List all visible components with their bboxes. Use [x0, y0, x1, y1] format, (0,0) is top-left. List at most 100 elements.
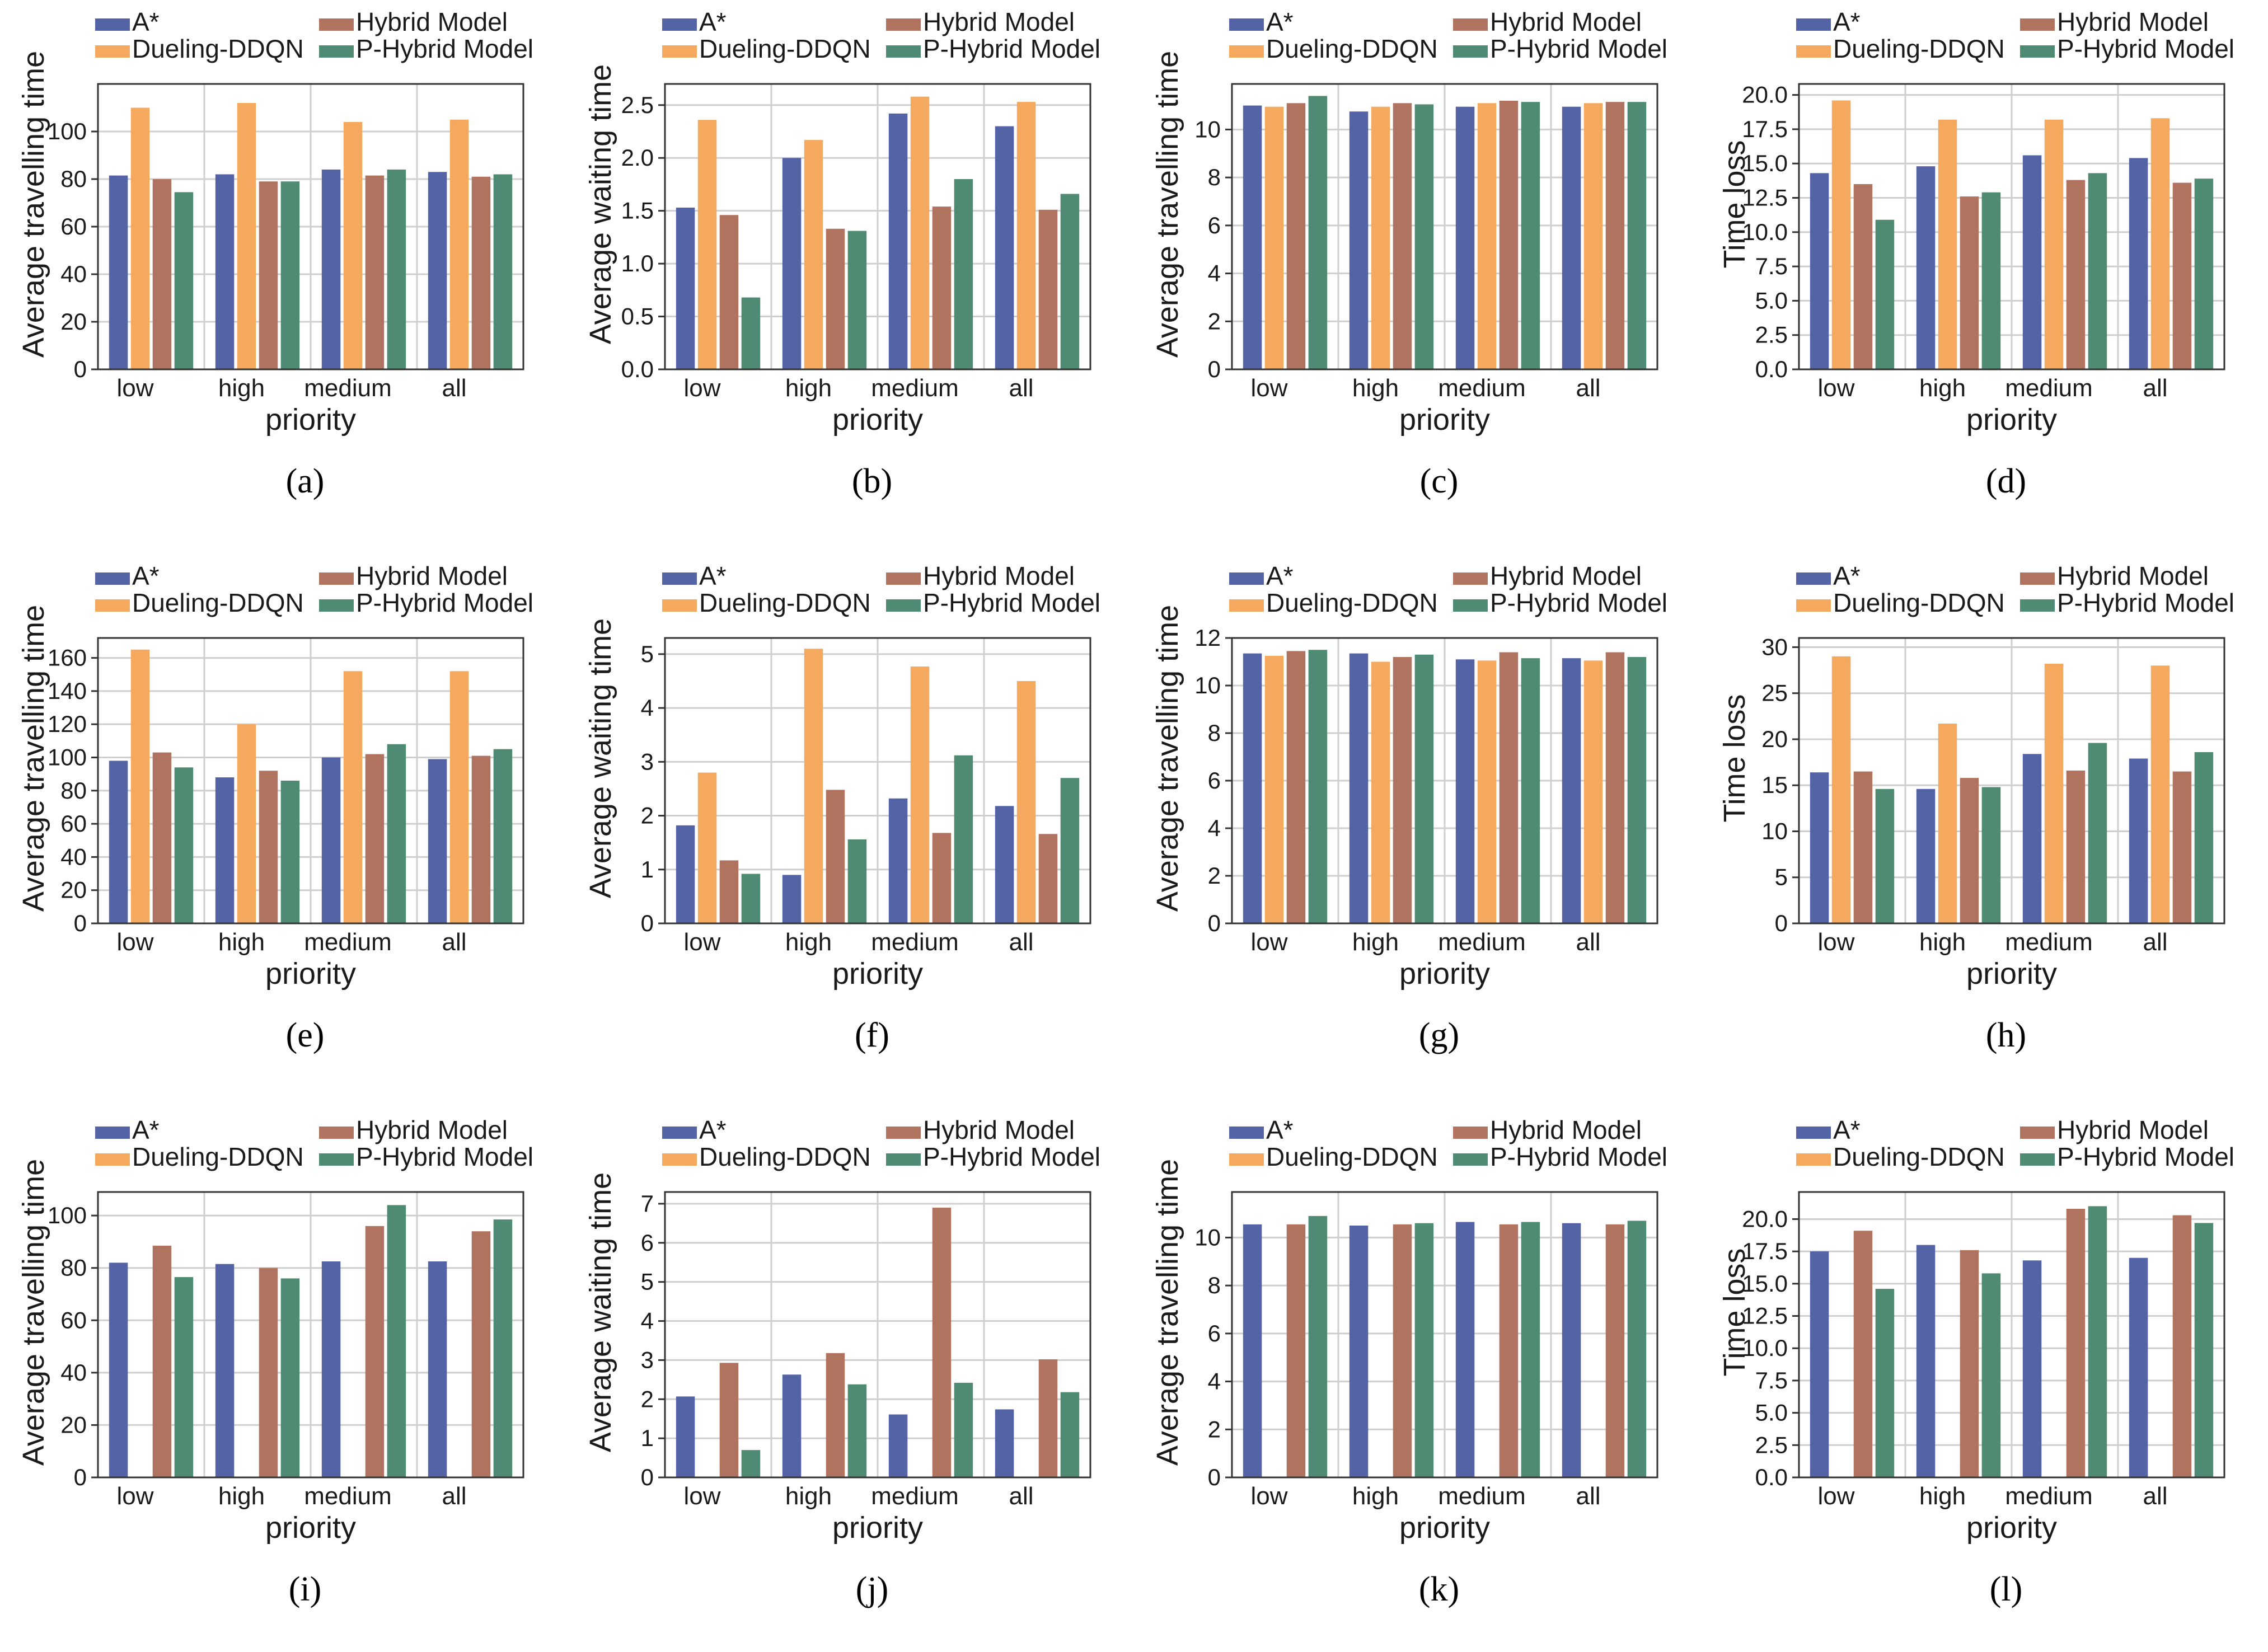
bar-p-hybrid-model-medium: [2088, 1206, 2107, 1477]
y-axis-label: Time loss: [1718, 1248, 1751, 1376]
bar-p-hybrid-model-all: [1060, 194, 1080, 369]
legend-swatch: [1453, 572, 1488, 585]
chart-h-svg: 0 5 10 15 20 25 30 low high medium all priority Time…: [1718, 561, 2234, 1054]
y-tick-label: 100: [48, 744, 87, 770]
axes: [658, 1191, 1091, 1479]
x-tick-label: medium: [1438, 374, 1526, 402]
x-tick-label: low: [683, 1482, 720, 1510]
bar-hybrid-model-high: [826, 1353, 845, 1477]
bar-a--all: [1562, 106, 1581, 369]
bar-hybrid-model-low: [1853, 1231, 1873, 1477]
x-tick-label: low: [1817, 374, 1854, 402]
bar-a--high: [1916, 789, 1936, 923]
bar-hybrid-model-all: [471, 755, 491, 923]
legend-swatch: [1796, 572, 1831, 585]
legend-label: Hybrid Model: [1490, 561, 1642, 590]
y-tick-label: 2: [1208, 1416, 1221, 1442]
legend-label: Dueling-DDQN: [1266, 1142, 1438, 1171]
bar-hybrid-model-high: [826, 228, 845, 369]
bar-hybrid-model-all: [2172, 182, 2192, 369]
bar-dueling-ddqn-high: [1371, 106, 1390, 369]
bar-p-hybrid-model-high: [1981, 787, 2001, 923]
y-axis-label: Average travelling time: [17, 605, 50, 912]
legend-swatch: [95, 18, 130, 31]
legend-swatch: [886, 572, 921, 585]
y-tick-label: 10.0: [1742, 219, 1788, 245]
bar-hybrid-model-all: [2172, 1215, 2192, 1477]
legend-swatch: [662, 572, 697, 585]
bar-hybrid-model-all: [1605, 102, 1625, 369]
chart-f-svg: 0 1 2 3 4 5 low high medium all priority Average wa…: [584, 561, 1100, 1054]
bar-a--medium: [888, 798, 908, 923]
chart-panel-b: 0.0 0.5 1.0 1.5 2.0 2.5 low high medium all priori…: [567, 0, 1134, 544]
y-tick-label: 3: [641, 1346, 654, 1373]
legend-label: Hybrid Model: [1490, 1115, 1642, 1144]
y-tick-label: 2: [1208, 308, 1221, 334]
bar-hybrid-model-high: [1393, 1224, 1412, 1477]
bars: [676, 649, 1080, 923]
bar-dueling-ddqn-low: [697, 772, 717, 923]
bar-a--high: [215, 1264, 235, 1477]
bar-p-hybrid-model-high: [847, 1384, 867, 1477]
bar-a--low: [1810, 173, 1829, 369]
legend-swatch: [1796, 45, 1831, 58]
bar-p-hybrid-model-medium: [954, 1382, 973, 1477]
labels: 0 20 40 60 80 100 120 140 160 low high medium all pri…: [17, 561, 533, 1054]
x-tick-label: medium: [304, 374, 392, 402]
labels: 0 5 10 15 20 25 30 low high medium all priority Time…: [1718, 561, 2234, 1054]
legend-swatch: [319, 1127, 354, 1139]
plot-frame: [1231, 637, 1658, 924]
bar-dueling-ddqn-medium: [2044, 664, 2064, 923]
y-tick-label: 0: [641, 1464, 654, 1490]
x-tick-label: medium: [1438, 1482, 1526, 1510]
labels: 0.0 2.5 5.0 7.5 10.0 12.5 15.0 17.5 20.0 low high m…: [1718, 1115, 2234, 1608]
bar-hybrid-model-medium: [1499, 101, 1519, 369]
bar-a--low: [109, 761, 128, 923]
legend-label: P-Hybrid Model: [356, 34, 533, 63]
bar-a--high: [1349, 111, 1369, 370]
y-tick-label: 20: [60, 877, 87, 903]
bar-p-hybrid-model-all: [2194, 179, 2214, 369]
bar-hybrid-model-low: [1286, 651, 1306, 923]
legend-swatch: [886, 45, 921, 58]
bar-p-hybrid-model-medium: [387, 170, 406, 369]
bar-hybrid-model-all: [2172, 771, 2192, 923]
y-tick-label: 20.0: [1742, 82, 1788, 108]
legend-label: P-Hybrid Model: [2057, 1142, 2234, 1171]
legend-swatch: [95, 599, 130, 612]
legend-label: P-Hybrid Model: [356, 1142, 533, 1171]
bar-p-hybrid-model-medium: [954, 755, 973, 923]
legend-swatch: [95, 45, 130, 58]
y-tick-label: 15: [1761, 772, 1788, 798]
x-axis-label: priority: [265, 1511, 356, 1545]
chart-panel-k: 0 2 4 6 8 10 low high medium all priority Average t…: [1134, 1108, 1701, 1652]
bar-dueling-ddqn-high: [804, 649, 823, 923]
bar-p-hybrid-model-all: [1060, 778, 1080, 923]
x-tick-label: high: [785, 1482, 832, 1510]
bar-p-hybrid-model-medium: [1521, 658, 1540, 923]
bar-a--all: [1562, 1223, 1581, 1477]
x-tick-label: all: [442, 1482, 466, 1510]
bar-hybrid-model-high: [1393, 103, 1412, 370]
y-tick-label: 7.5: [1755, 1367, 1788, 1393]
x-axis-label: priority: [1399, 957, 1490, 991]
legend-swatch: [662, 45, 697, 58]
chart-d-svg: 0.0 2.5 5.0 7.5 10.0 12.5 15.0 17.5 20.0 low high m…: [1718, 7, 2234, 500]
bars: [1810, 1206, 2214, 1477]
y-tick-label: 40: [60, 1359, 87, 1386]
x-tick-label: low: [116, 928, 153, 956]
bar-hybrid-model-low: [719, 860, 739, 923]
legend-swatch: [1229, 1127, 1264, 1139]
bar-dueling-ddqn-low: [130, 649, 150, 923]
bar-hybrid-model-medium: [365, 1226, 385, 1477]
bar-dueling-ddqn-medium: [910, 667, 930, 923]
legend-label: Hybrid Model: [2057, 7, 2209, 36]
chart-panel-e: 0 20 40 60 80 100 120 140 160 low high medium all pri…: [0, 554, 567, 1098]
bar-a--medium: [888, 113, 908, 369]
bar-dueling-ddqn-high: [1938, 724, 1957, 923]
y-tick-label: 6: [1208, 1320, 1221, 1346]
y-axis-label: Average travelling time: [1151, 1159, 1184, 1466]
y-tick-label: 20: [1761, 726, 1788, 752]
bar-p-hybrid-model-high: [1414, 104, 1434, 369]
chart-panel-i: 0 20 40 60 80 100 low high medium all priority Aver…: [0, 1108, 567, 1652]
